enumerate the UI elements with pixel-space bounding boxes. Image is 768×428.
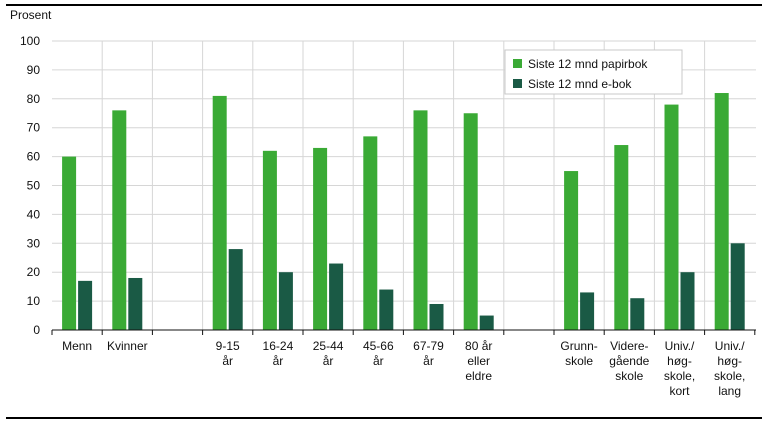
x-category-label: 67-79 år [413, 339, 444, 368]
y-tick-label: 40 [27, 207, 41, 221]
legend-swatch [513, 79, 522, 88]
x-category-label: Kvinner [107, 339, 148, 353]
bar-papirbok [62, 156, 77, 330]
legend-box [504, 49, 683, 95]
y-tick-label: 70 [27, 121, 41, 135]
legend-swatch [513, 59, 522, 68]
bar-e-bok [128, 277, 143, 330]
x-category-label: Videre-gående skole [609, 339, 649, 383]
bar-e-bok [730, 243, 745, 330]
x-category-label: Univ./høg-skole, lang [714, 339, 745, 398]
bar-papirbok [262, 150, 277, 330]
x-category-label: 80 år eller eldre [465, 339, 492, 383]
bar-papirbok [112, 110, 127, 330]
legend-label: Siste 12 mnd papirbok [528, 57, 648, 71]
y-tick-label: 30 [27, 236, 41, 250]
y-tick-label: 80 [27, 92, 41, 106]
x-category-label: 16-24 år [263, 339, 294, 368]
top-rule [6, 4, 762, 6]
bar-e-bok [228, 249, 243, 330]
bar-e-bok [329, 263, 344, 330]
bar-papirbok [463, 113, 478, 330]
bar-papirbok [714, 93, 729, 331]
x-category-label: Univ./høg-skole, kort [664, 339, 695, 398]
bar-e-bok [580, 292, 595, 330]
x-category-label: Menn [62, 339, 92, 353]
y-axis-label: Prosent [10, 8, 52, 22]
y-tick-label: 50 [27, 179, 41, 193]
bar-papirbok [212, 95, 227, 330]
bar-papirbok [413, 110, 428, 330]
bar-papirbok [664, 104, 679, 330]
x-category-label: 45-66 år [363, 339, 394, 368]
y-tick-label: 90 [27, 63, 41, 77]
x-category-label: Grunn-skole [560, 339, 597, 368]
bar-e-bok [630, 298, 645, 330]
bar-papirbok [614, 145, 629, 330]
y-tick-label: 10 [27, 294, 41, 308]
bar-e-bok [379, 289, 394, 330]
y-tick-label: 20 [27, 265, 41, 279]
bottom-rule [6, 417, 762, 419]
bar-e-bok [479, 315, 494, 330]
x-category-label: 25-44 år [313, 339, 344, 368]
y-tick-label: 60 [27, 150, 41, 164]
x-category-label: 9-15 år [216, 339, 240, 368]
bar-e-bok [278, 272, 293, 330]
bar-e-bok [78, 280, 93, 330]
bar-papirbok [564, 171, 579, 330]
bar-papirbok [363, 136, 378, 330]
bar-e-bok [680, 272, 695, 330]
y-tick-label: 0 [33, 323, 40, 337]
bar-papirbok [313, 147, 328, 330]
bar-e-bok [429, 303, 444, 330]
legend-label: Siste 12 mnd e-bok [528, 77, 632, 91]
y-tick-label: 100 [20, 34, 40, 48]
